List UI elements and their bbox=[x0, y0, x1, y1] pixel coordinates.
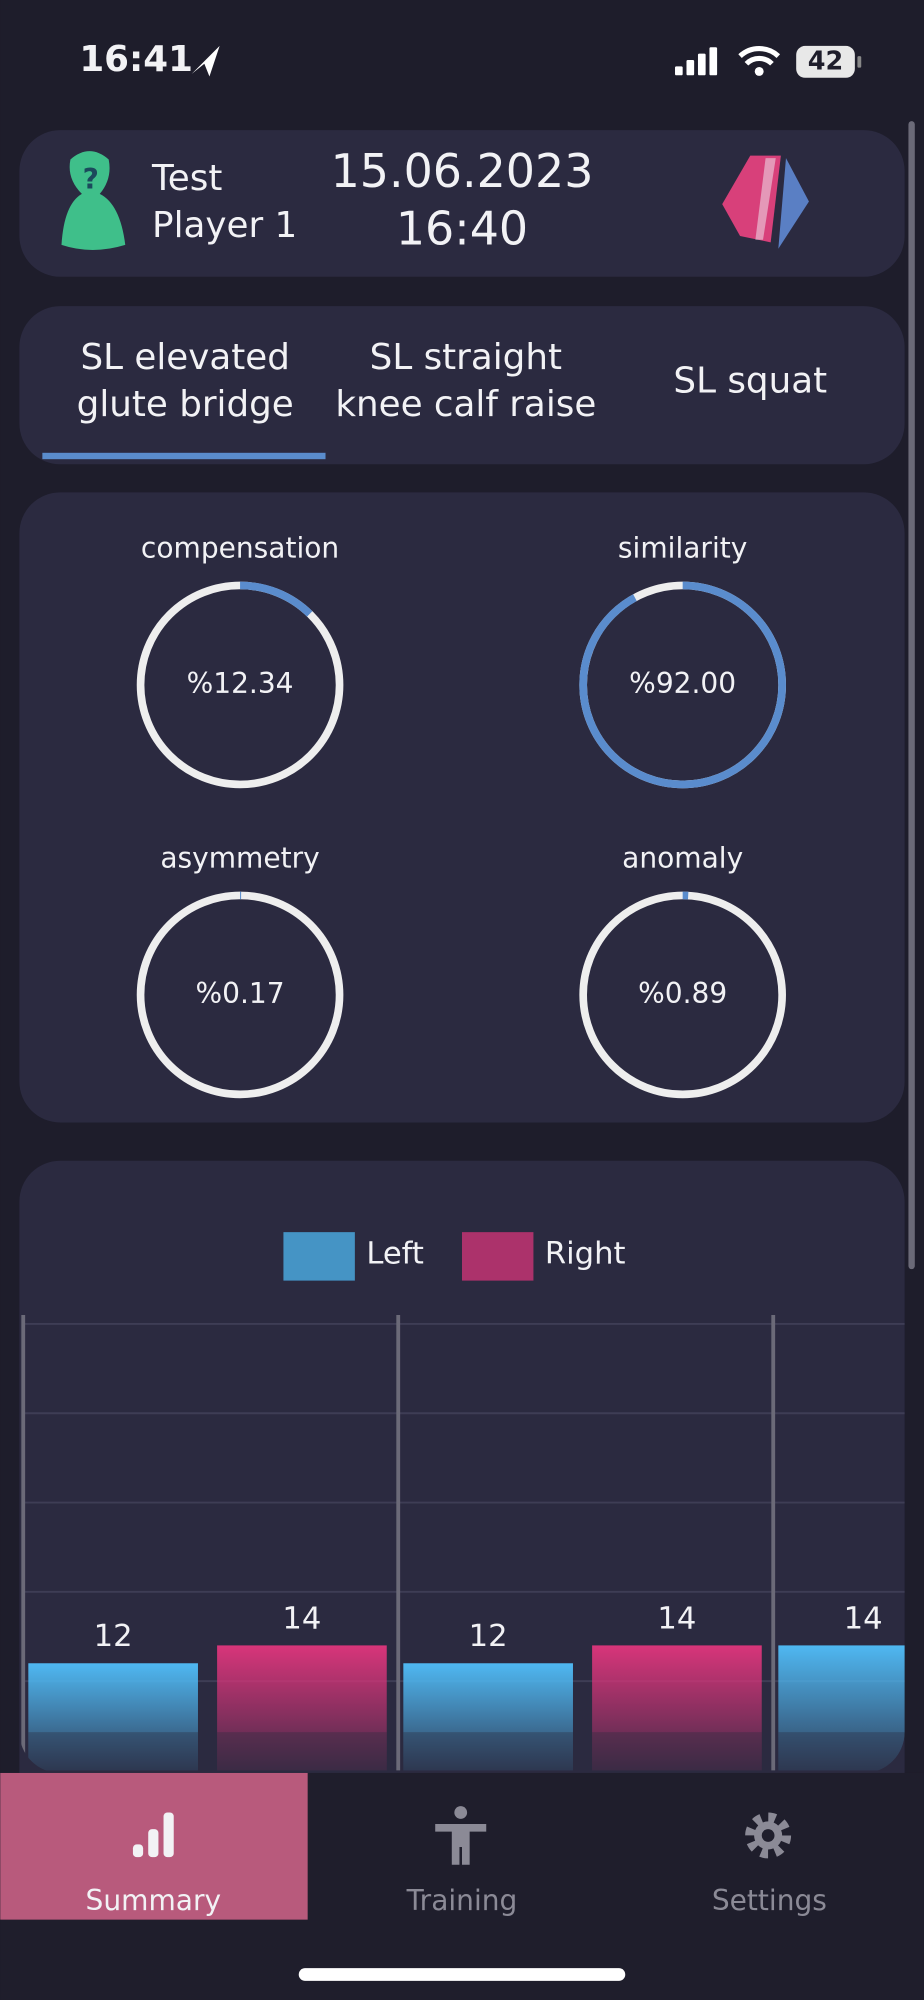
home-indicator bbox=[298, 1968, 626, 1981]
gauge-progress bbox=[579, 891, 786, 1099]
app-logo bbox=[722, 155, 809, 249]
player-second: Player 1 bbox=[152, 205, 297, 246]
signal-icon bbox=[675, 47, 718, 76]
wifi-icon bbox=[738, 46, 781, 66]
tabs: SL elevated glute bridge SL straight knee c… bbox=[42, 337, 827, 460]
player-first: Test bbox=[151, 158, 222, 199]
metric-value: %0.89 bbox=[638, 977, 727, 1010]
gauge-progress bbox=[579, 581, 786, 789]
location-icon bbox=[191, 45, 220, 77]
metric-label: asymmetry bbox=[160, 842, 319, 875]
bar-base bbox=[592, 1732, 762, 1771]
bar bbox=[217, 1645, 387, 1771]
gauge-progress bbox=[136, 891, 344, 1099]
bar bbox=[28, 1663, 198, 1771]
bar bbox=[592, 1645, 762, 1771]
tab-label[interactable]: SL squat bbox=[673, 361, 827, 402]
bar bbox=[403, 1663, 573, 1771]
legend-label: Left bbox=[366, 1237, 424, 1272]
legend-swatch bbox=[283, 1232, 355, 1281]
session-time: 16:40 bbox=[396, 202, 528, 256]
value-label: 14 bbox=[282, 1601, 321, 1636]
value-label: 12 bbox=[94, 1619, 133, 1654]
session-date: 15.06.2023 bbox=[331, 144, 594, 198]
nav-icons bbox=[132, 1806, 792, 1865]
scrollbar bbox=[908, 121, 915, 1270]
nav-label[interactable]: Settings bbox=[712, 1884, 827, 1917]
wifi-dot bbox=[754, 66, 764, 76]
tab-label[interactable]: glute bridge bbox=[77, 384, 294, 425]
metrics-card bbox=[19, 492, 905, 1123]
header-card bbox=[19, 130, 905, 277]
bar bbox=[778, 1645, 905, 1771]
gauge-progress bbox=[136, 581, 344, 789]
legend-label: Right bbox=[545, 1237, 626, 1272]
value-label: 12 bbox=[469, 1619, 508, 1654]
nav-label[interactable]: Training bbox=[406, 1884, 518, 1917]
svg-text:?: ? bbox=[83, 163, 99, 196]
metrics: compensation %12.34 similarity %92.00 asymme… bbox=[136, 532, 786, 1099]
chart: Left Right 12 12 14 14 14 bbox=[21, 1232, 905, 1771]
bar-base bbox=[28, 1732, 198, 1771]
value-label: 14 bbox=[844, 1601, 883, 1636]
metric-value: %0.17 bbox=[196, 977, 285, 1010]
bar-base bbox=[403, 1732, 573, 1771]
training-icon bbox=[435, 1806, 487, 1865]
tab-indicator bbox=[42, 452, 326, 460]
summary-icon bbox=[132, 1812, 174, 1858]
tab-label[interactable]: knee calf raise bbox=[335, 384, 596, 425]
status-time: 16:41 bbox=[79, 39, 193, 80]
value-label: 14 bbox=[657, 1601, 696, 1636]
battery-level: 42 bbox=[808, 46, 843, 76]
tabs-card bbox=[19, 306, 905, 465]
metric-value: %12.34 bbox=[187, 667, 294, 700]
settings-icon bbox=[745, 1812, 792, 1859]
metric-label: similarity bbox=[618, 532, 747, 565]
metric-value: %92.00 bbox=[629, 667, 736, 700]
nav-label[interactable]: Summary bbox=[86, 1884, 222, 1917]
tab-label[interactable]: SL straight bbox=[370, 337, 562, 378]
bar-base bbox=[217, 1732, 387, 1771]
metric-label: compensation bbox=[141, 532, 339, 565]
battery-icon bbox=[796, 45, 855, 78]
bar-base bbox=[778, 1732, 905, 1771]
battery-cap bbox=[857, 56, 862, 68]
avatar: ? bbox=[61, 151, 126, 250]
legend-swatch bbox=[462, 1232, 534, 1281]
tab-label[interactable]: SL elevated bbox=[81, 337, 290, 378]
metric-label: anomaly bbox=[622, 842, 743, 875]
